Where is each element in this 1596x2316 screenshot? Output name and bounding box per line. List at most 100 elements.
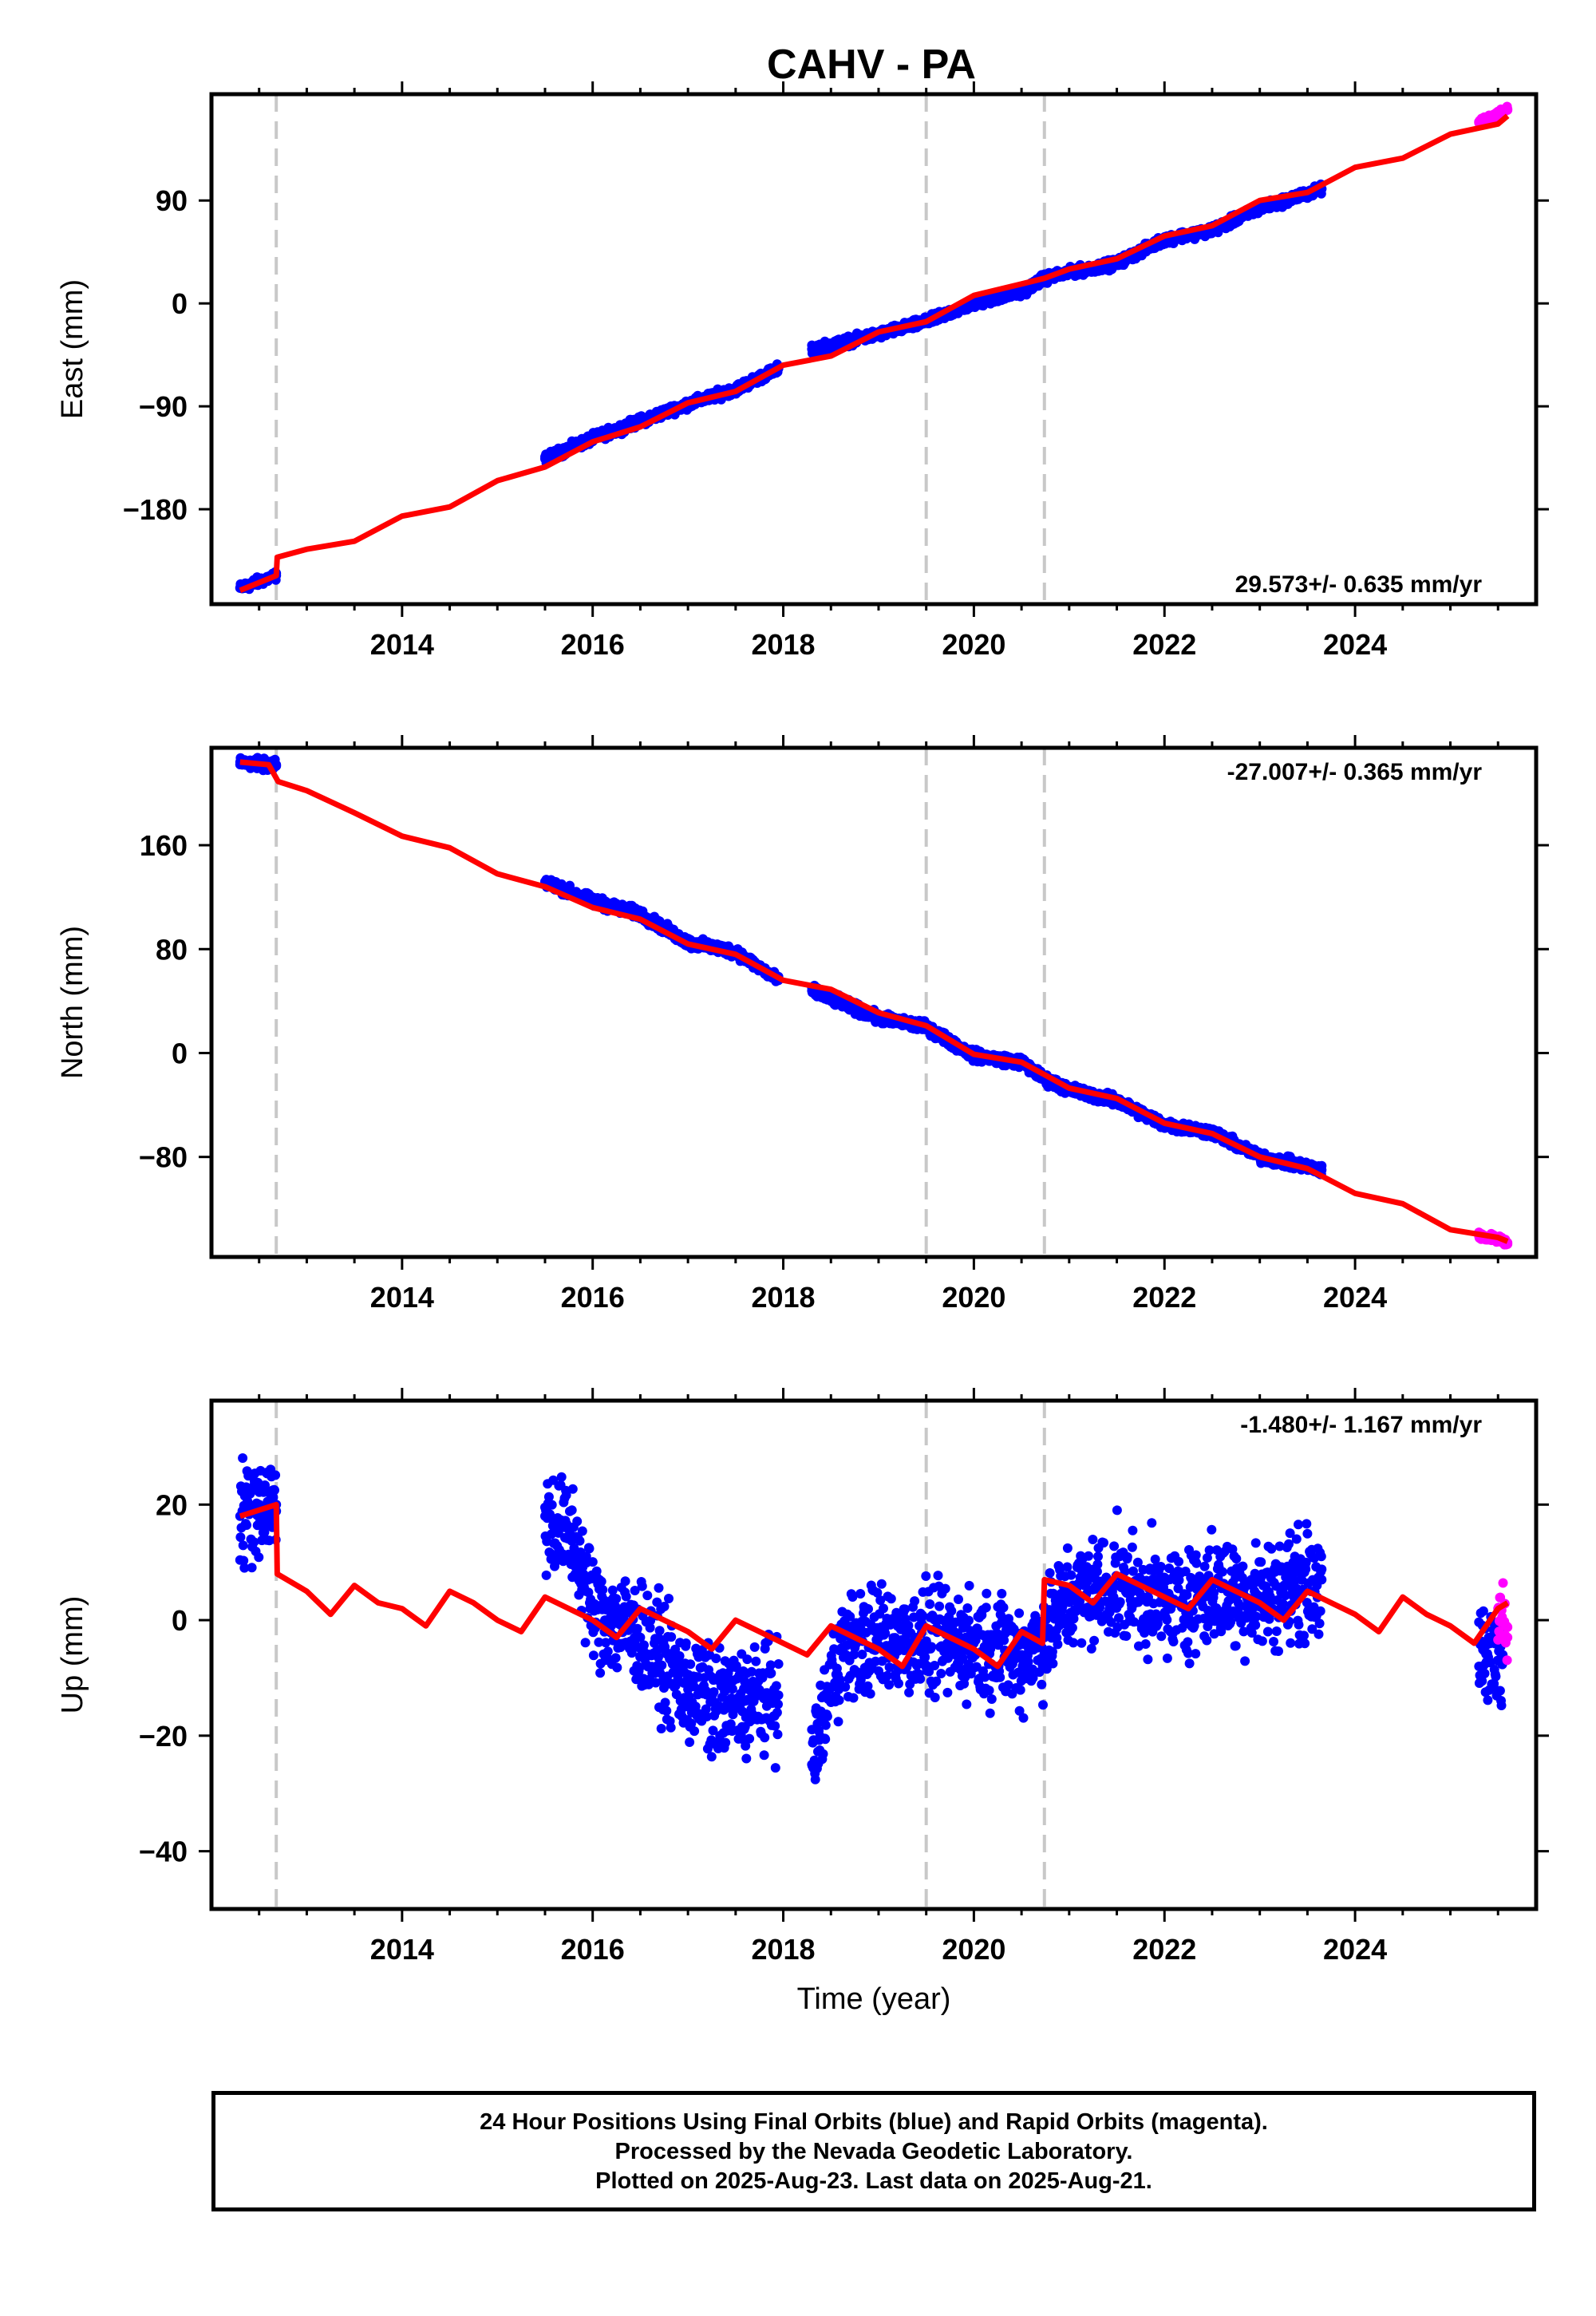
data-point xyxy=(863,1681,873,1691)
data-point xyxy=(567,1505,577,1516)
data-point xyxy=(662,1705,672,1716)
data-point xyxy=(984,1686,994,1696)
data-point xyxy=(727,1684,737,1694)
data-point xyxy=(910,1596,920,1607)
data-point xyxy=(855,1589,866,1599)
data-point xyxy=(749,1642,760,1652)
data-point xyxy=(946,1606,957,1616)
x-tick-label: 2014 xyxy=(370,1281,434,1314)
data-point xyxy=(760,1733,770,1743)
chart-canvas: CAHV - PA 2014 2016 2018 2020 2022 2024−180−9… xyxy=(56,41,1549,2016)
data-point xyxy=(653,1652,663,1662)
data-point xyxy=(865,1689,875,1699)
x-tick-label: 2018 xyxy=(751,628,815,661)
data-point xyxy=(249,1537,259,1547)
data-point xyxy=(926,1642,937,1652)
series-rapid-orbits xyxy=(1474,101,1513,129)
data-point xyxy=(666,1632,677,1642)
x-tick-label: 2018 xyxy=(751,1281,815,1314)
data-point xyxy=(765,1660,776,1670)
x-tick-label: 2020 xyxy=(942,1281,1005,1314)
data-point xyxy=(899,1646,910,1655)
data-point xyxy=(818,1749,828,1759)
x-tick-label: 2024 xyxy=(1323,1281,1387,1314)
data-point xyxy=(238,1540,248,1551)
data-point xyxy=(689,1726,700,1737)
data-point xyxy=(602,1646,613,1657)
plot-area xyxy=(235,1453,1513,1784)
data-point xyxy=(701,1712,712,1721)
data-point xyxy=(1014,1608,1025,1618)
data-point xyxy=(239,1555,249,1566)
data-point xyxy=(543,1492,554,1502)
data-point xyxy=(567,1484,578,1494)
data-point xyxy=(689,1682,699,1692)
data-point xyxy=(655,1668,666,1678)
x-tick-label: 2020 xyxy=(942,628,1005,661)
y-tick-label: 80 xyxy=(156,933,188,966)
data-point xyxy=(242,1520,251,1530)
data-point xyxy=(690,1701,701,1712)
data-point xyxy=(701,1704,711,1714)
data-point xyxy=(953,1630,963,1640)
data-point xyxy=(934,1601,945,1611)
data-point xyxy=(751,1656,761,1666)
data-point xyxy=(884,1662,895,1673)
data-point xyxy=(833,1717,843,1727)
data-point xyxy=(572,1516,583,1527)
y-tick-label: 0 xyxy=(172,287,188,320)
data-point xyxy=(580,1638,591,1648)
data-point xyxy=(882,1670,892,1681)
data-point xyxy=(876,1579,887,1589)
chart-title: CAHV - PA xyxy=(767,41,976,88)
x-tick-label: 2014 xyxy=(370,628,434,661)
data-point xyxy=(1003,1680,1013,1690)
data-point xyxy=(847,1592,858,1602)
y-tick-label: 160 xyxy=(140,829,188,862)
data-point xyxy=(660,1697,670,1708)
data-point xyxy=(654,1626,665,1636)
data-point xyxy=(770,1721,780,1731)
data-point xyxy=(731,1661,741,1671)
model-fit-line xyxy=(239,759,1509,1244)
data-point xyxy=(610,1601,621,1611)
data-point xyxy=(931,1676,942,1686)
data-point xyxy=(659,1602,670,1611)
data-point xyxy=(259,1528,270,1537)
data-point xyxy=(1317,1160,1327,1171)
data-point xyxy=(610,1653,621,1663)
data-point xyxy=(900,1604,911,1614)
x-tick-label: 2024 xyxy=(1323,628,1387,661)
data-point xyxy=(964,1580,974,1591)
data-point xyxy=(745,1733,755,1744)
data-point xyxy=(547,1500,557,1510)
data-point xyxy=(637,1581,647,1591)
data-point xyxy=(611,1594,622,1604)
data-point xyxy=(772,1729,783,1740)
data-point xyxy=(773,1699,783,1709)
data-point xyxy=(666,1722,676,1733)
data-point xyxy=(685,1737,695,1747)
data-point xyxy=(930,1693,940,1702)
data-point xyxy=(584,1543,595,1554)
data-point xyxy=(879,1603,888,1614)
data-point xyxy=(238,1453,248,1463)
series-final-orbits xyxy=(235,1453,1508,1784)
data-point xyxy=(247,1563,257,1573)
y-axis-label: North (mm) xyxy=(56,926,89,1079)
data-point xyxy=(1011,1653,1021,1663)
data-point xyxy=(601,1638,611,1648)
data-point xyxy=(595,1668,606,1678)
data-point xyxy=(594,1637,604,1647)
data-point xyxy=(997,1588,1007,1599)
x-tick-label: 2016 xyxy=(561,1281,625,1314)
data-point xyxy=(1015,1685,1025,1695)
data-point xyxy=(875,1595,886,1606)
data-point xyxy=(810,1774,820,1784)
data-point xyxy=(639,1640,649,1650)
data-point xyxy=(921,1571,931,1581)
data-point xyxy=(970,1635,981,1646)
data-point xyxy=(239,1563,250,1573)
